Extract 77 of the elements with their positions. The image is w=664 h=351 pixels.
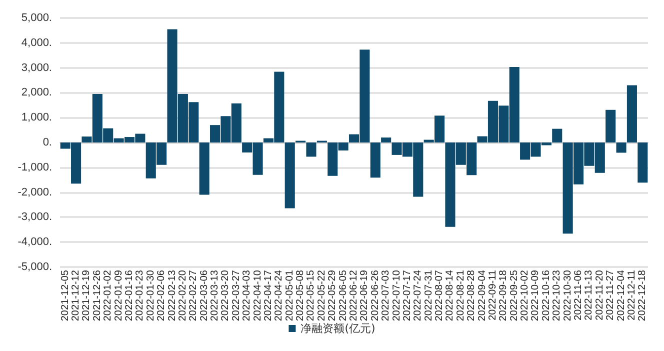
x-tick-label: 2022-10-30: [562, 270, 574, 322]
x-tick-label: 2022-12-04: [616, 270, 627, 322]
x-tick-label: 2021-12-05: [60, 270, 71, 322]
x-tick-label: 2021-12-26: [92, 270, 103, 322]
x-tick-label: 2022-03-06: [198, 270, 210, 322]
y-tick-label: -2,000.: [18, 186, 52, 198]
x-tick-label: 2022-05-08: [295, 270, 306, 322]
y-tick-label: 2,000.: [21, 86, 52, 99]
x-tick-label: 2022-04-03: [242, 270, 253, 322]
y-tick-label: 4,000.: [21, 36, 52, 49]
x-tick-label: 2022-09-11: [487, 270, 498, 320]
x-tick-label: 2022-08-21: [455, 270, 466, 322]
x-tick-label: 2022-05-01: [284, 270, 296, 322]
x-tick-label: 2022-10-16: [540, 270, 552, 322]
bar: [606, 110, 616, 142]
x-tick-label: 2022-06-19: [359, 270, 370, 322]
x-tick-label: 2021-12-19: [81, 270, 92, 322]
x-tick-label: 2022-08-14: [444, 270, 456, 322]
x-tick-label: 2022-09-25: [508, 270, 520, 322]
x-tick-label: 2022-07-24: [412, 270, 424, 322]
x-tick-label: 2022-03-13: [210, 270, 221, 322]
bar: [616, 142, 626, 153]
y-tick-label: -4,000.: [18, 236, 52, 248]
x-tick-label: 2022-11-13: [584, 270, 595, 320]
x-tick-label: 2022-02-13: [166, 270, 178, 322]
y-tick-label: 5,000.: [21, 12, 52, 24]
x-tick-label: 2022-02-06: [156, 270, 168, 322]
x-tick-label: 2022-08-28: [466, 270, 478, 322]
x-tick-label: 2022-05-29: [327, 270, 338, 322]
x-tick-label: 2022-01-23: [134, 270, 146, 322]
x-tick-label: 2022-12-11: [626, 270, 638, 320]
bar: [284, 142, 295, 208]
x-tick-label: 2022-01-16: [124, 270, 135, 322]
x-tick-label: 2022-12-18: [637, 270, 648, 322]
x-tick-label: 2022-04-17: [262, 270, 274, 322]
y-tick-label: -1,000.: [18, 161, 52, 174]
x-tick-label: 2022-07-17: [402, 270, 413, 322]
legend-label: 净融资额(亿元): [300, 322, 376, 335]
x-tick-label: 2022-09-04: [476, 270, 488, 322]
x-tick-label: 2022-11-27: [605, 270, 616, 320]
x-tick-label: 2022-01-30: [145, 270, 156, 322]
x-tick-label: 2021-12-12: [70, 270, 82, 322]
x-tick-label: 2022-04-10: [252, 270, 264, 322]
bar: [552, 128, 562, 142]
x-tick-label: 2022-01-09: [113, 270, 124, 322]
y-tick-label: 1,000.: [21, 112, 52, 124]
bar: [381, 138, 392, 142]
bar: [306, 142, 316, 157]
x-tick-label: 2022-11-06: [573, 270, 584, 320]
x-tick-label: 2022-05-22: [316, 270, 328, 322]
y-tick-label: 0.: [42, 136, 52, 148]
x-tick-label: 2022-02-27: [188, 270, 200, 322]
x-tick-label: 2022-09-18: [498, 270, 510, 322]
x-tick-label: 2022-06-12: [348, 270, 360, 322]
x-tick-label: 2022-10-02: [520, 270, 531, 322]
x-tick-label: 2022-04-24: [274, 270, 285, 322]
x-tick-label: 2022-10-09: [530, 270, 542, 322]
x-tick-label: 2022-01-02: [102, 270, 114, 322]
x-tick-label: 2022-06-26: [370, 270, 381, 322]
bar: [626, 85, 637, 142]
x-tick-label: 2022-03-27: [230, 270, 242, 322]
x-tick-label: 2022-07-03: [380, 270, 392, 322]
bar: [638, 142, 648, 183]
x-tick-label: 2022-05-15: [306, 270, 317, 322]
x-tick-label: 2022-06-05: [338, 270, 349, 322]
y-tick-label: -5,000.: [18, 261, 52, 273]
bar: [199, 142, 210, 195]
x-tick-label: 2022-07-31: [423, 270, 434, 322]
x-tick-label: 2022-02-20: [177, 270, 188, 322]
bar: [370, 142, 380, 178]
x-tick-label: 2022-08-07: [434, 270, 446, 322]
x-tick-label: 2022-03-20: [220, 270, 232, 322]
x-tick-label: 2022-11-20: [594, 270, 606, 320]
y-tick-label: 3,000.: [21, 62, 52, 74]
x-tick-label: 2022-10-23: [552, 270, 563, 322]
x-tick-label: 2022-07-10: [391, 270, 402, 322]
y-tick-label: -3,000.: [18, 211, 52, 224]
